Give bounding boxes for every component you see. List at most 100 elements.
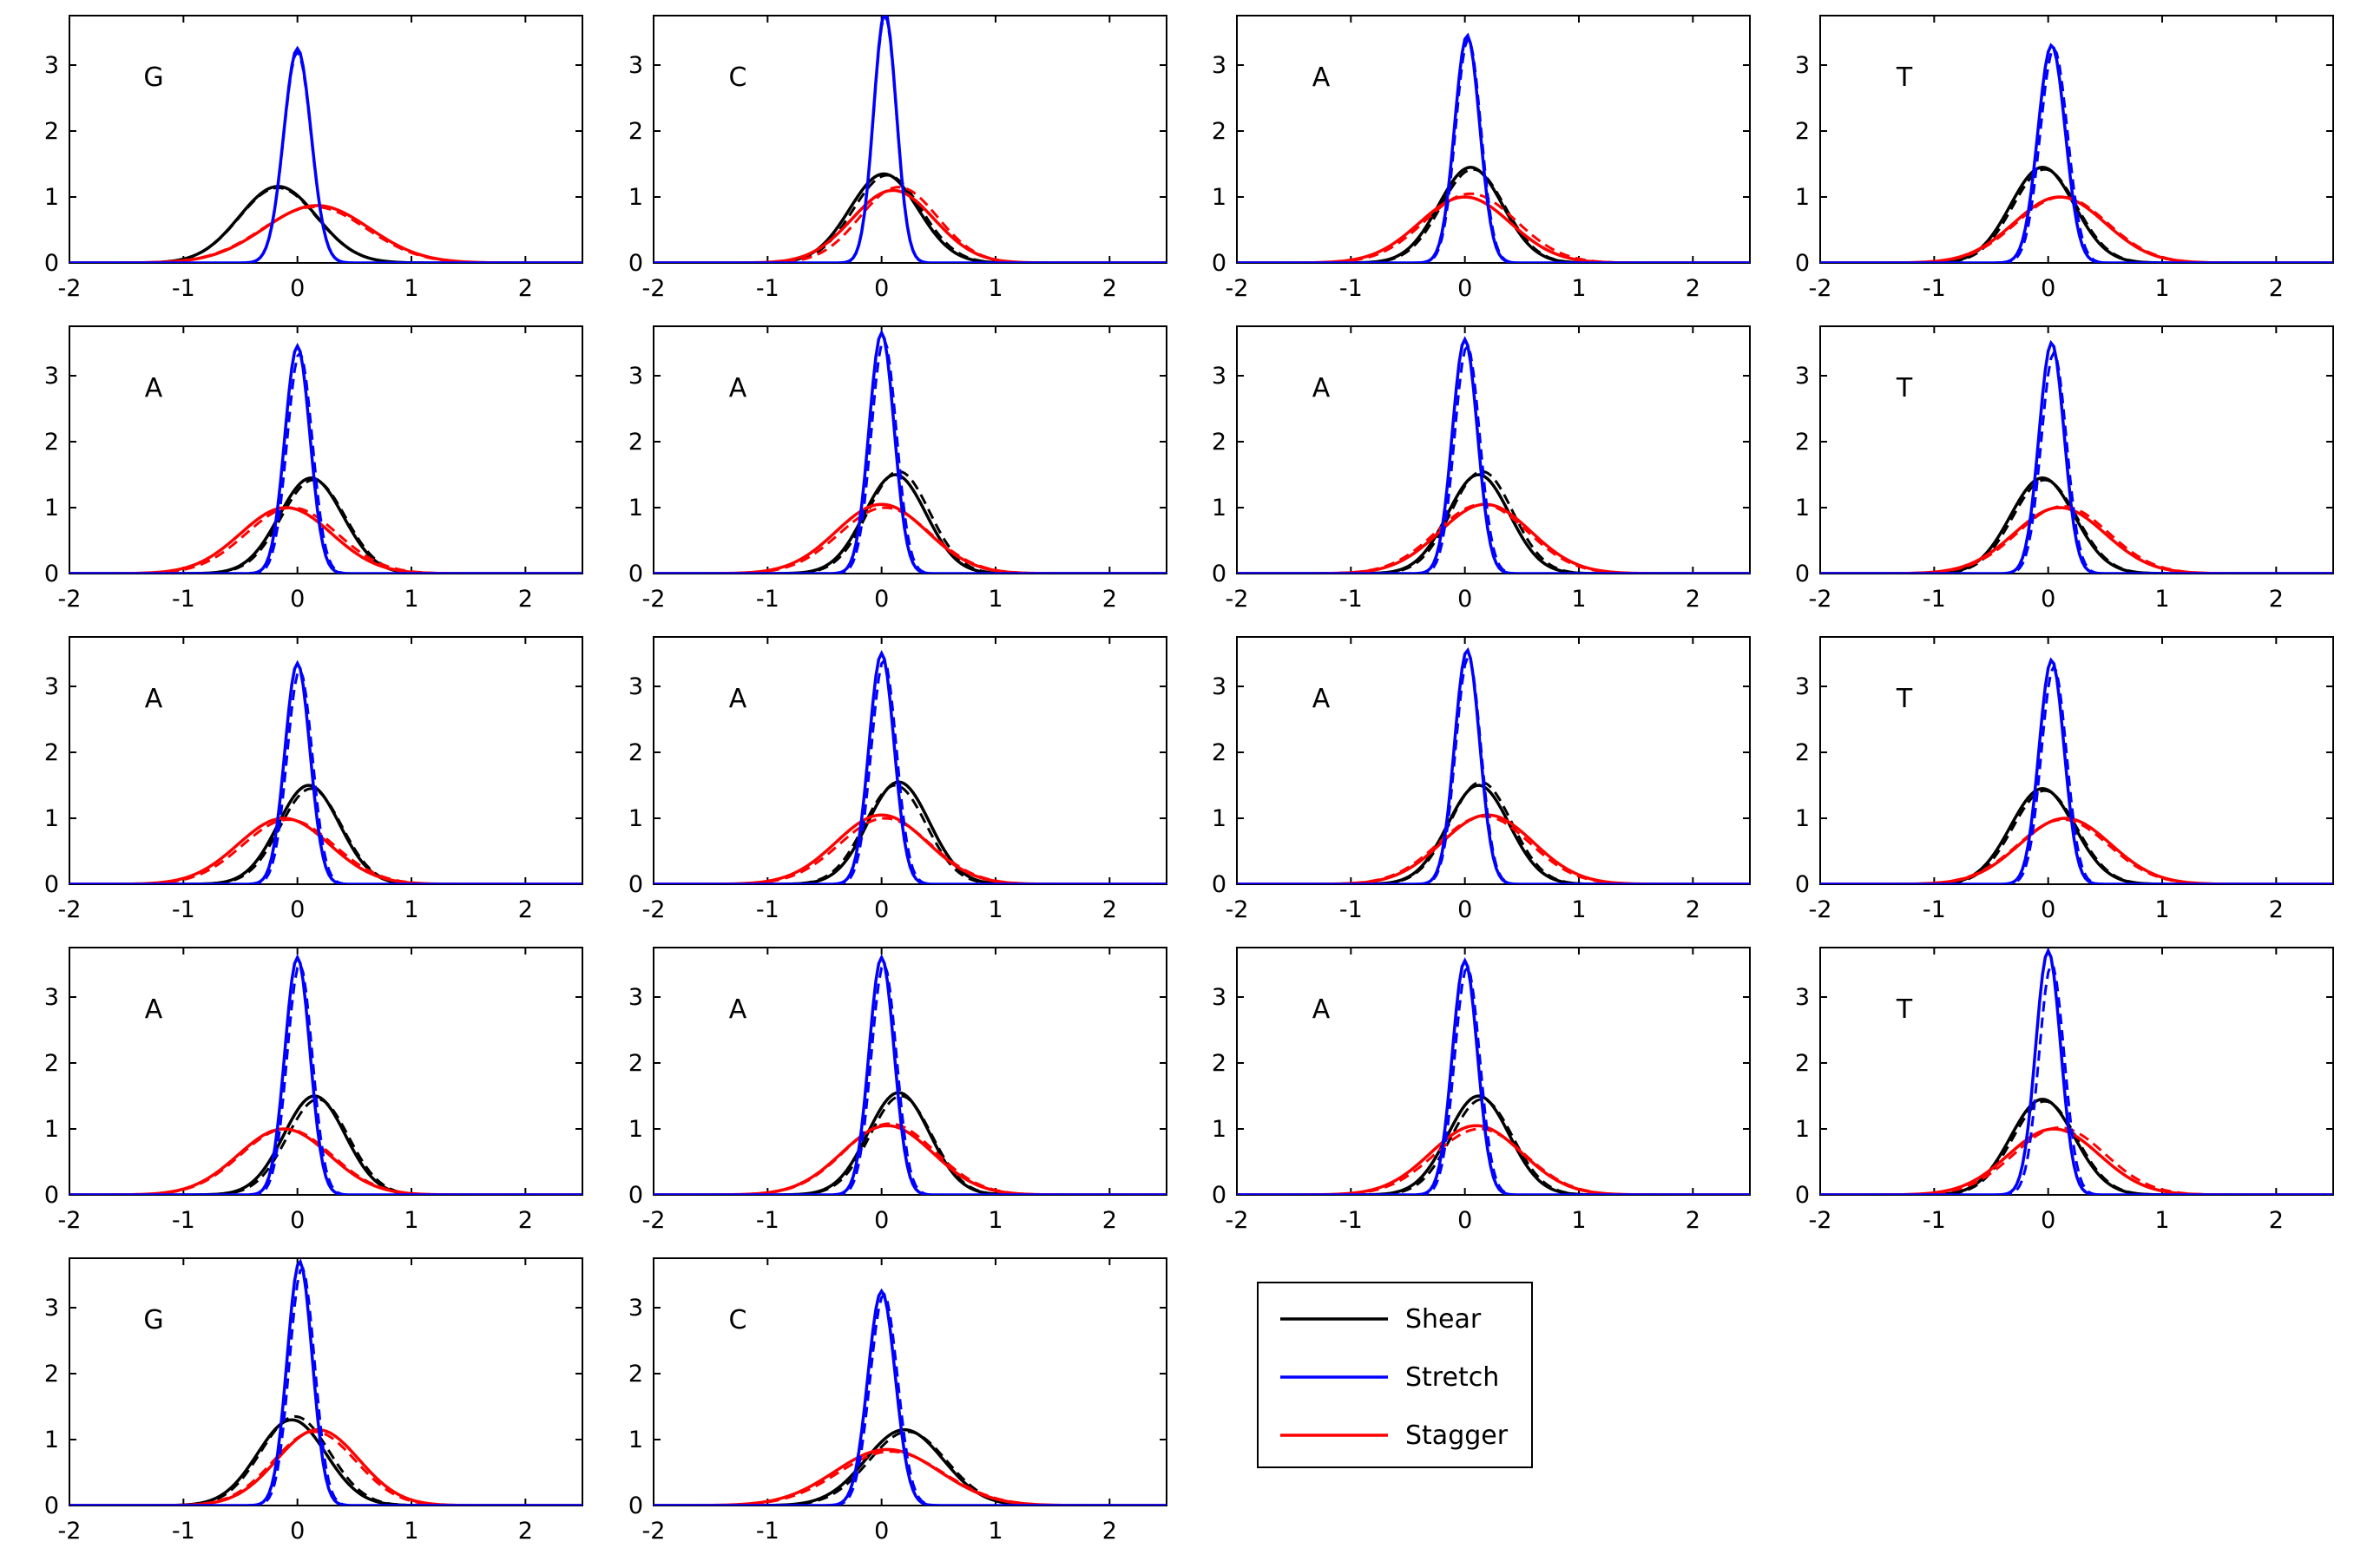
panel-15: 0 1 2 3 -2 -1 0 1 2 A xyxy=(1212,947,1751,1234)
x-tick-label: 0 xyxy=(290,275,305,302)
y-tick-label: 3 xyxy=(1212,52,1226,79)
x-tick-label: 1 xyxy=(2154,586,2169,613)
panel-label: T xyxy=(1896,62,1913,93)
y-tick-label: 1 xyxy=(1212,495,1226,522)
panel-18: 0 1 2 3 -2 -1 0 1 2 C xyxy=(628,1257,1167,1545)
y-tick-label: 1 xyxy=(628,184,643,211)
axes-box xyxy=(653,947,1167,1196)
y-tick-label: 1 xyxy=(1212,1116,1226,1143)
panel-label: A xyxy=(729,994,747,1025)
y-tick-label: 1 xyxy=(1795,184,1810,211)
y-tick-label: 2 xyxy=(1795,739,1810,766)
series-line-stretch xyxy=(69,1258,582,1506)
panel-12: 0 1 2 3 -2 -1 0 1 2 T xyxy=(1795,636,2334,923)
panel-label: A xyxy=(145,684,163,714)
panel-3: 0 1 2 3 -2 -1 0 1 2 A xyxy=(1212,15,1751,302)
y-tick-label: 0 xyxy=(628,1182,643,1209)
curves xyxy=(69,1258,582,1506)
x-tick-label: 0 xyxy=(874,275,889,302)
series-line-stretch xyxy=(654,1288,1167,1506)
y-tick-label: 3 xyxy=(1795,363,1810,390)
x-tick-label: 1 xyxy=(2154,896,2169,923)
panel-14: 0 1 2 3 -2 -1 0 1 2 A xyxy=(628,947,1167,1234)
x-tick-label: -2 xyxy=(58,586,82,613)
x-tick-label: 2 xyxy=(518,1518,533,1545)
x-tick-label: 0 xyxy=(1457,586,1472,613)
series-line-shear xyxy=(654,1091,1167,1195)
y-tick-label: 2 xyxy=(1795,118,1810,145)
y-tick-label: 1 xyxy=(628,1427,643,1453)
x-tick-label: -1 xyxy=(1923,896,1946,923)
y-tick-label: 2 xyxy=(1212,429,1226,456)
series-line-stretch xyxy=(654,329,1167,574)
curves xyxy=(654,649,1167,884)
x-tick-label: 1 xyxy=(404,1207,418,1234)
series-line-stretch-dashed xyxy=(69,350,582,574)
x-tick-label: 0 xyxy=(1457,1207,1472,1234)
y-tick-label: 2 xyxy=(1795,1050,1810,1077)
x-tick-label: 0 xyxy=(874,586,889,613)
x-tick-label: 1 xyxy=(2154,275,2169,302)
x-tick-label: 2 xyxy=(2269,1207,2284,1234)
y-tick-label: 0 xyxy=(44,1493,59,1519)
y-tick-label: 0 xyxy=(1212,561,1226,587)
x-tick-label: -1 xyxy=(756,586,779,613)
x-tick-label: 1 xyxy=(988,896,1003,923)
y-tick-label: 2 xyxy=(628,739,643,766)
y-tick-label: 2 xyxy=(44,1050,59,1077)
y-tick-label: 3 xyxy=(1795,673,1810,700)
x-tick-label: 2 xyxy=(518,275,533,302)
y-tick-label: 0 xyxy=(1795,561,1810,587)
y-tick-label: 2 xyxy=(628,1361,643,1388)
series-line-stretch xyxy=(1237,957,1750,1195)
panel-11: 0 1 2 3 -2 -1 0 1 2 A xyxy=(1212,636,1751,923)
y-tick-label: 3 xyxy=(628,673,643,700)
panel-label: G xyxy=(143,62,163,93)
y-tick-label: 3 xyxy=(1212,673,1226,700)
x-tick-label: 1 xyxy=(1571,275,1586,302)
y-tick-label: 0 xyxy=(1212,871,1226,898)
x-tick-label: 2 xyxy=(2269,275,2284,302)
y-tick-label: 1 xyxy=(628,1116,643,1143)
x-tick-label: 0 xyxy=(1457,275,1472,302)
y-tick-label: 3 xyxy=(1795,984,1810,1011)
x-tick-label: 2 xyxy=(1686,275,1700,302)
x-tick-label: -1 xyxy=(172,275,195,302)
y-tick-label: 1 xyxy=(44,1427,59,1453)
series-line-stretch xyxy=(1237,646,1750,884)
series-line-shear xyxy=(69,476,582,574)
axes-box xyxy=(1236,15,1751,264)
panel-label: A xyxy=(1312,994,1331,1025)
x-tick-label: -2 xyxy=(1226,1207,1249,1234)
series-line-stretch xyxy=(1237,336,1750,574)
axes-box xyxy=(653,1257,1167,1506)
panel-label: A xyxy=(145,373,163,403)
panel-label: A xyxy=(145,994,163,1025)
curves xyxy=(1237,336,1750,574)
x-tick-label: 2 xyxy=(518,586,533,613)
series-line-stretch-dashed xyxy=(1237,344,1750,574)
series-line-shear xyxy=(1237,784,1750,884)
y-tick-label: 1 xyxy=(628,495,643,522)
x-tick-label: 1 xyxy=(1571,586,1586,613)
y-tick-label: 2 xyxy=(44,739,59,766)
x-tick-label: -2 xyxy=(58,275,82,302)
x-tick-label: 1 xyxy=(404,275,418,302)
y-tick-label: 2 xyxy=(44,1361,59,1388)
x-tick-label: 1 xyxy=(988,275,1003,302)
x-tick-label: -2 xyxy=(1226,586,1249,613)
x-tick-label: -1 xyxy=(172,1207,195,1234)
y-tick-label: 1 xyxy=(44,805,59,832)
axes-box xyxy=(653,15,1167,264)
series-line-shear xyxy=(69,1094,582,1195)
series-line-stretch xyxy=(69,659,582,884)
x-tick-label: 2 xyxy=(2269,896,2284,923)
curves xyxy=(1237,957,1750,1195)
x-tick-label: 0 xyxy=(874,1207,889,1234)
y-tick-label: 1 xyxy=(44,1116,59,1143)
x-tick-label: -1 xyxy=(172,586,195,613)
x-tick-label: 1 xyxy=(2154,1207,2169,1234)
x-tick-label: -1 xyxy=(756,1518,779,1545)
y-tick-label: 0 xyxy=(1212,1182,1226,1209)
